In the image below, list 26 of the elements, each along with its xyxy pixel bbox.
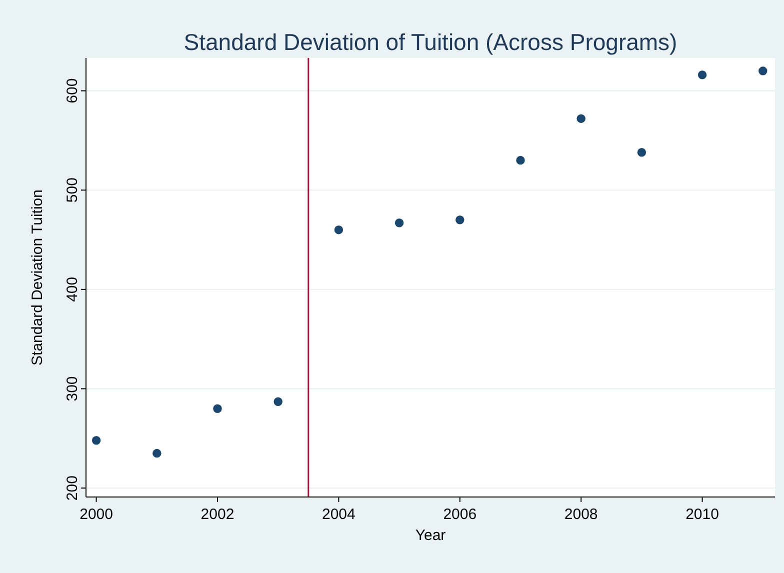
point bbox=[152, 448, 162, 458]
x-tick-label: 2004 bbox=[322, 506, 356, 523]
x-tick-label: 2008 bbox=[564, 506, 598, 523]
chart-title: Standard Deviation of Tuition (Across Programs) bbox=[184, 29, 678, 55]
x-tick-label: 2002 bbox=[200, 506, 234, 523]
point bbox=[456, 216, 464, 224]
y-tick-label: 300 bbox=[64, 376, 81, 402]
point bbox=[637, 148, 646, 157]
y-axis-title: Standard Deviation Tuition bbox=[29, 190, 46, 366]
y-tick-label: 400 bbox=[64, 276, 81, 302]
point bbox=[698, 70, 707, 80]
point bbox=[394, 218, 404, 228]
point bbox=[758, 66, 768, 76]
y-tick-label: 600 bbox=[64, 78, 81, 104]
point bbox=[516, 156, 525, 165]
x-axis-title: Year bbox=[415, 527, 446, 544]
point bbox=[92, 436, 101, 445]
point bbox=[213, 404, 222, 413]
x-tick-label: 2010 bbox=[686, 506, 719, 523]
y-tick-label: 200 bbox=[64, 476, 81, 501]
point bbox=[334, 225, 344, 234]
point bbox=[274, 397, 282, 406]
x-tick-label: 2000 bbox=[80, 506, 113, 523]
y-tick-label: 500 bbox=[64, 178, 81, 203]
x-tick-label: 2006 bbox=[443, 506, 477, 523]
point bbox=[576, 114, 586, 123]
